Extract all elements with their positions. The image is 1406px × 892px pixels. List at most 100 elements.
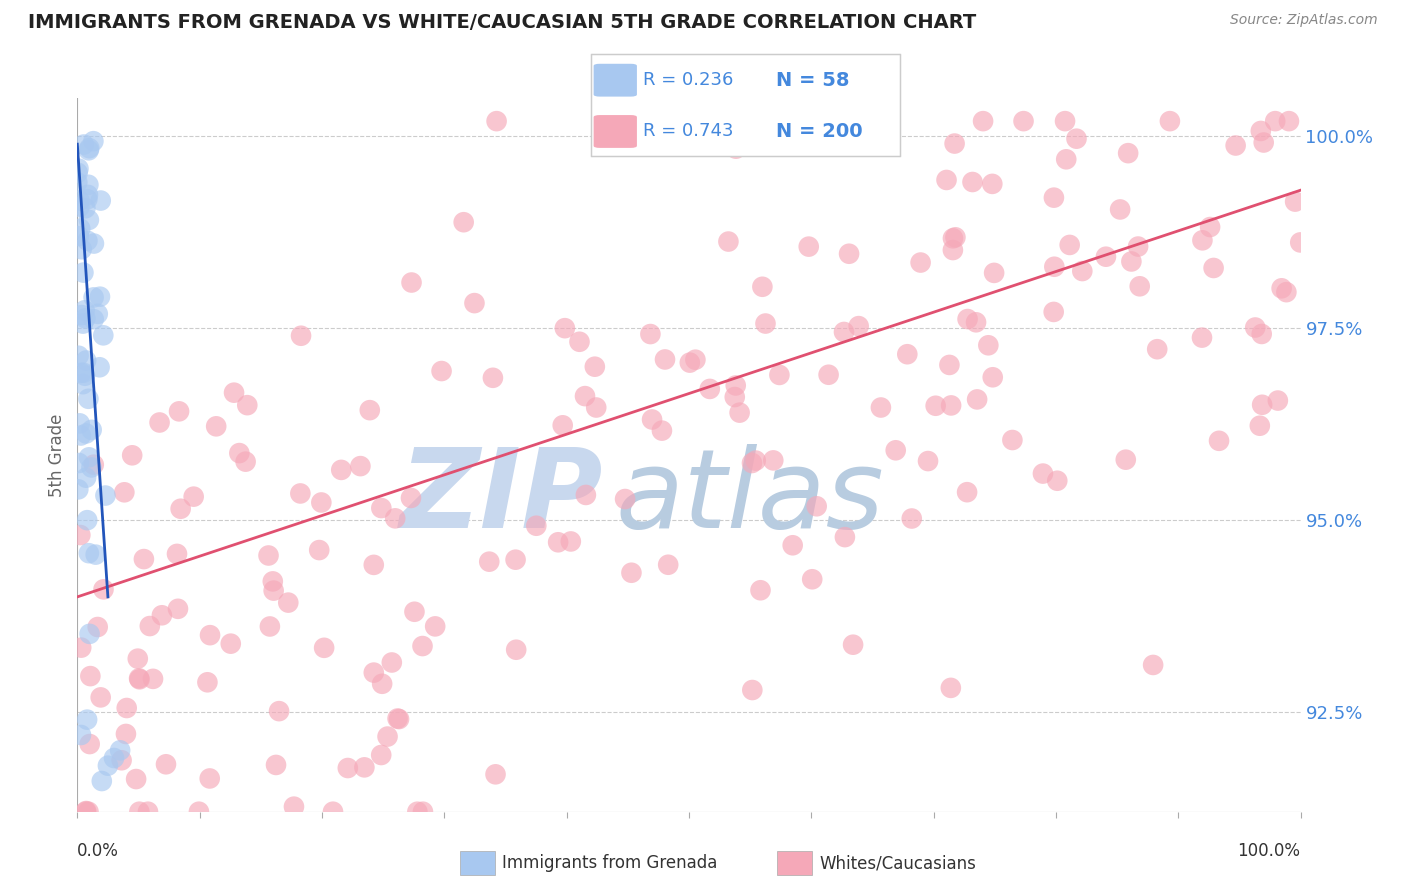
Point [67,483,90,497]
Point [1053,114,1076,128]
Point [699,382,721,396]
Point [1115,452,1137,467]
Point [353,760,375,774]
Point [1250,326,1272,341]
Point [67,349,90,363]
Point [801,114,824,128]
Point [896,347,918,361]
Point [70,728,93,742]
Point [66,166,89,180]
Point [371,677,394,691]
Point [585,401,607,415]
Point [388,712,411,726]
Point [69,194,91,208]
Point [72,366,94,380]
Point [962,175,984,189]
Point [1249,418,1271,433]
Point [943,136,966,151]
Point [981,177,1004,191]
Point [155,757,177,772]
Point [86,620,108,634]
Point [82,134,104,148]
Point [384,511,406,525]
Point [77,392,100,406]
Point [283,799,305,814]
Text: 0.0%: 0.0% [77,842,120,861]
Point [425,619,447,633]
Point [387,711,409,725]
Point [505,552,527,566]
Point [797,239,820,253]
Point [453,215,475,229]
Point [524,518,547,533]
Point [412,805,434,819]
Point [547,535,569,549]
Point [311,495,333,509]
Point [401,276,423,290]
Point [72,377,94,392]
Point [70,640,93,655]
Point [1116,146,1139,161]
Point [90,774,112,789]
Point [322,805,344,819]
Point [115,701,138,715]
Point [762,453,785,467]
Point [75,426,97,441]
Point [1251,398,1274,412]
Point [262,574,284,589]
Point [1001,433,1024,447]
FancyBboxPatch shape [593,115,637,148]
Point [640,326,662,341]
Point [484,767,506,781]
Point [1284,194,1306,209]
Point [75,201,97,215]
Point [651,424,673,438]
Point [76,513,98,527]
Point [148,416,170,430]
Point [79,627,101,641]
Text: Source: ZipAtlas.com: Source: ZipAtlas.com [1230,13,1378,28]
Point [1121,254,1143,268]
Point [121,448,143,462]
Point [1267,393,1289,408]
Point [128,805,150,819]
Point [363,665,385,680]
Point [884,443,907,458]
Point [679,356,702,370]
Point [77,178,100,192]
Point [724,142,747,156]
Point [290,328,312,343]
Point [84,548,107,562]
Point [80,460,103,475]
Point [70,308,93,322]
Point [359,403,381,417]
Point [935,173,957,187]
Point [370,501,392,516]
Point [198,772,221,786]
Point [1225,138,1247,153]
Point [76,234,98,248]
Point [1032,467,1054,481]
Point [1109,202,1132,217]
Text: N = 200: N = 200 [776,122,863,141]
Point [966,392,988,407]
Point [838,246,860,260]
Point [942,243,965,257]
Point [79,737,101,751]
Point [568,334,591,349]
Point [97,758,120,772]
Point [724,390,747,404]
Point [870,401,893,415]
Point [75,804,97,818]
Point [76,192,98,206]
Point [103,751,125,765]
Point [79,669,101,683]
Point [277,596,299,610]
Point [112,485,135,500]
Point [363,558,385,572]
Point [817,368,839,382]
Point [1066,131,1088,145]
Point [485,114,508,128]
FancyBboxPatch shape [593,64,637,96]
Point [657,558,679,572]
